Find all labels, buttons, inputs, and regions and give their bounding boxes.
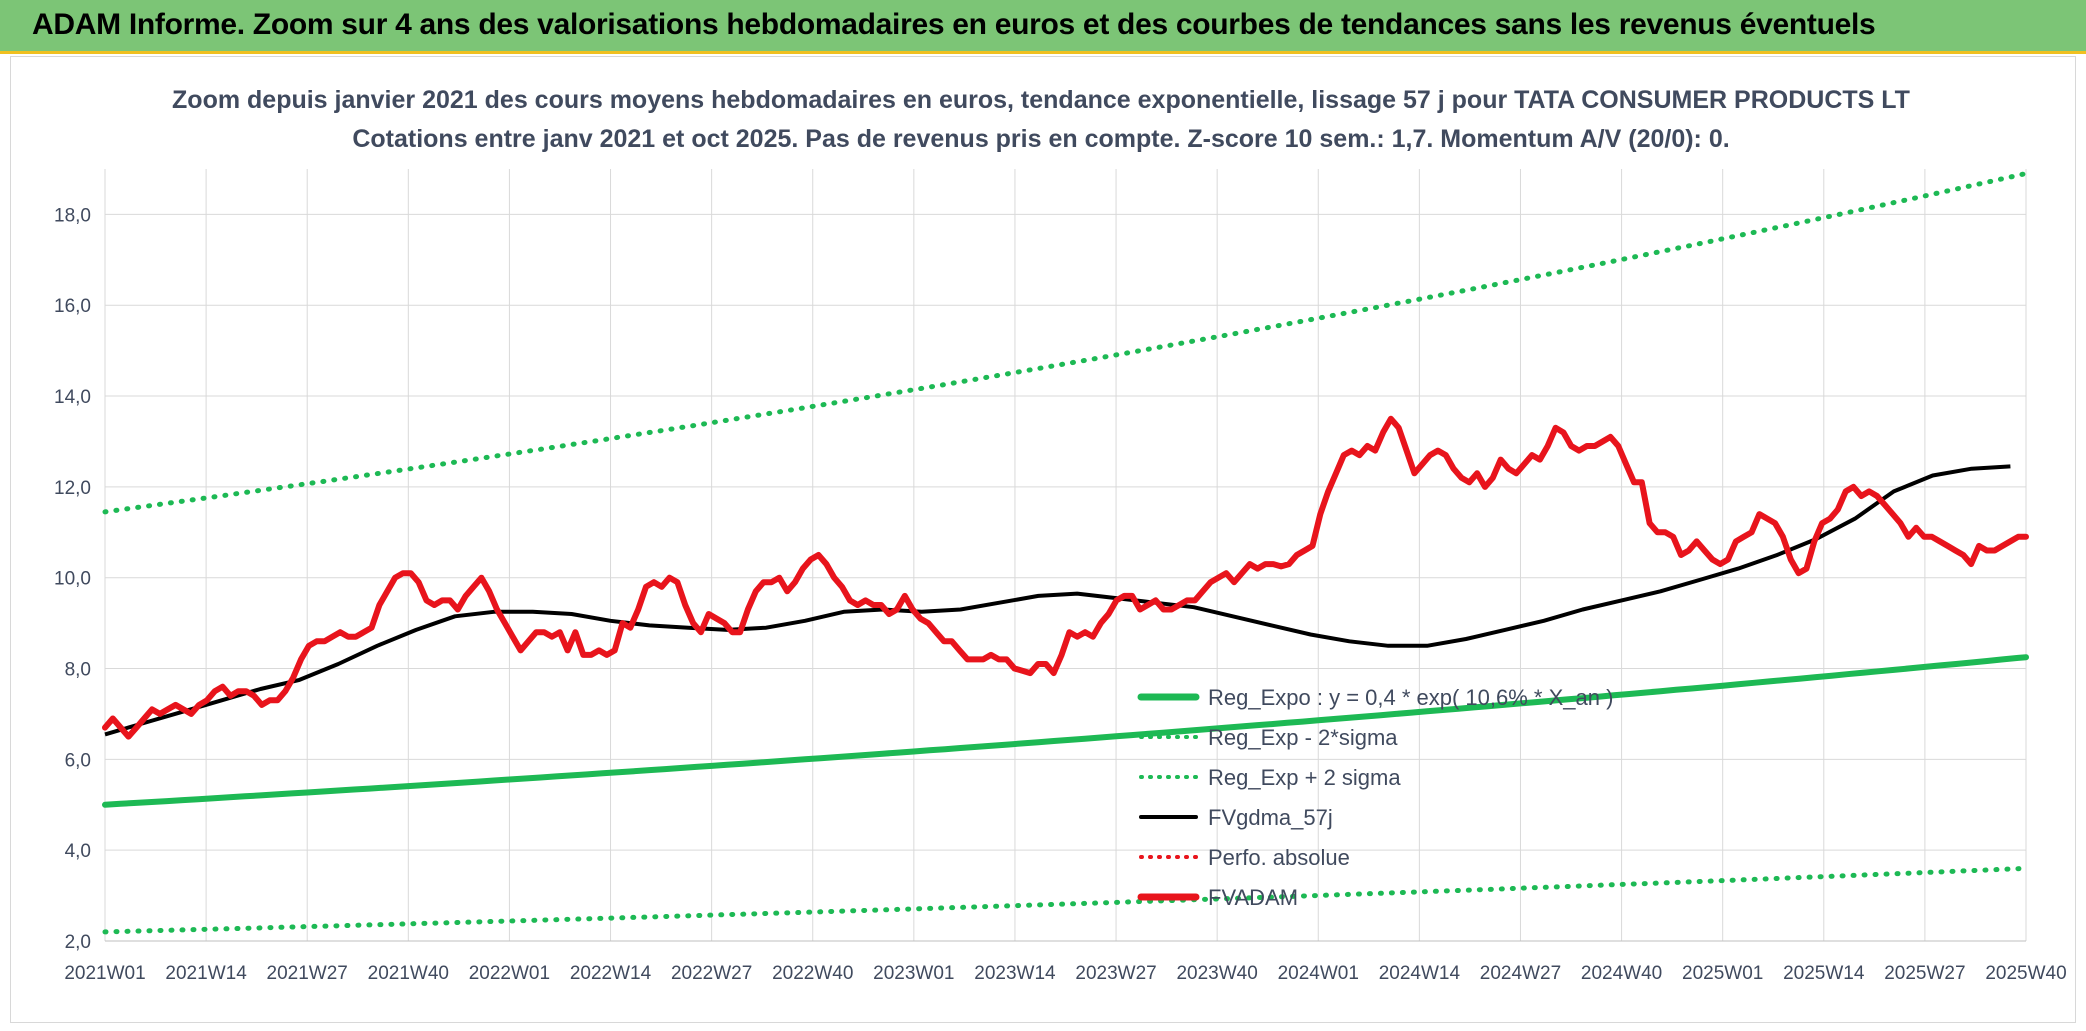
- banner: ADAM Informe. Zoom sur 4 ans des valoris…: [0, 0, 2086, 54]
- x-tick-label: 2023W40: [1176, 963, 1257, 984]
- y-tick-label: 14,0: [54, 387, 91, 408]
- x-tick-label: 2022W27: [671, 963, 752, 984]
- x-tick-label: 2024W40: [1581, 963, 1662, 984]
- series-reg-expo: [102, 654, 2029, 808]
- y-tick-label: 16,0: [54, 296, 91, 317]
- x-tick-label: 2022W01: [469, 963, 550, 984]
- x-tick-label: 2023W14: [974, 963, 1056, 984]
- x-tick-label: 2021W14: [165, 963, 247, 984]
- y-tick-label: 8,0: [65, 660, 91, 681]
- x-tick-label: 2021W40: [368, 963, 449, 984]
- banner-title: ADAM Informe. Zoom sur 4 ans des valoris…: [32, 8, 1876, 41]
- x-tick-label: 2022W40: [772, 963, 853, 984]
- legend-label: FVADAM: [1208, 885, 1298, 910]
- grid: [104, 169, 2027, 942]
- y-tick-label: 12,0: [54, 478, 91, 499]
- legend-label: Reg_Exp + 2 sigma: [1208, 765, 1401, 790]
- legend: Reg_Expo : y = 0,4 * exp( 10,6% * X_an )…: [1137, 685, 1613, 910]
- x-tick-label: 2025W40: [1985, 963, 2066, 984]
- chart-title-line1: Zoom depuis janvier 2021 des cours moyen…: [172, 86, 1910, 114]
- chart: Zoom depuis janvier 2021 des cours moyen…: [54, 86, 2067, 984]
- x-tick-label: 2023W01: [873, 963, 954, 984]
- y-tick-label: 4,0: [65, 841, 91, 862]
- series-lines: [102, 171, 2029, 935]
- legend-label: Reg_Expo : y = 0,4 * exp( 10,6% * X_an ): [1208, 685, 1613, 710]
- series-fvadam: [102, 415, 2029, 740]
- x-tick-label: 2021W01: [64, 963, 145, 984]
- x-tick-label: 2024W14: [1379, 963, 1461, 984]
- series-fvgdma-57j: [104, 464, 2011, 737]
- legend-label: Reg_Exp - 2*sigma: [1208, 725, 1398, 750]
- x-tick-label: 2023W27: [1075, 963, 1156, 984]
- x-tick-label: 2024W01: [1278, 963, 1359, 984]
- axes: 2,0 4,0 6,0 8,0 10,0 12,0 14,0 16,0 18,0 2021W01 2…: [54, 205, 2067, 984]
- x-tick-label: 2022W14: [570, 963, 652, 984]
- legend-label: FVgdma_57j: [1208, 805, 1333, 830]
- x-tick-label: 2025W14: [1783, 963, 1865, 984]
- x-tick-label: 2024W27: [1480, 963, 1561, 984]
- x-tick-label: 2021W27: [267, 963, 348, 984]
- y-tick-label: 2,0: [65, 932, 91, 953]
- legend-label: Perfo. absolue: [1208, 845, 1350, 870]
- y-tick-label: 18,0: [54, 205, 91, 226]
- y-tick-label: 10,0: [54, 569, 91, 590]
- x-tick-label: 2025W27: [1884, 963, 1965, 984]
- series-reg-exp-minus-2sigma: [102, 865, 2029, 935]
- series-reg-exp-plus-2sigma: [102, 171, 2029, 515]
- x-tick-label: 2025W01: [1682, 963, 1763, 984]
- y-tick-label: 6,0: [65, 750, 91, 771]
- chart-frame: Zoom depuis janvier 2021 des cours moyen…: [10, 56, 2076, 1023]
- chart-title-line2: Cotations entre janv 2021 et oct 2025. P…: [352, 125, 1729, 153]
